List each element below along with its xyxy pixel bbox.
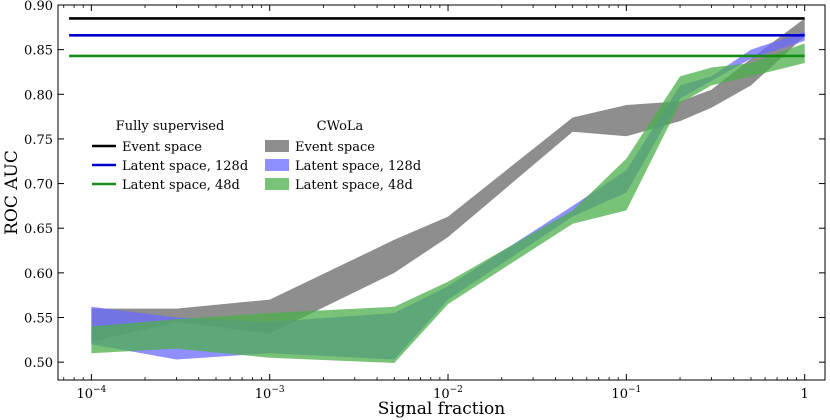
legend: Fully supervised CWoLa Event space Latent… (92, 119, 421, 193)
x-tick-label: 10−4 (76, 385, 106, 402)
y-axis-label: ROC AUC (2, 150, 22, 235)
legend-label: Latent space, 128d (295, 159, 421, 174)
plot-frame (57, 4, 826, 381)
x-tick-label: 10−3 (255, 385, 285, 402)
x-tick-label: 1 (801, 387, 809, 402)
legend-label: Event space (122, 140, 202, 155)
y-tick-label: 0.65 (24, 222, 53, 237)
y-tick-label: 0.75 (24, 133, 53, 148)
supervised-lines (69, 17, 805, 58)
y-tick-label: 0.85 (24, 44, 53, 59)
x-tick-label: 10−1 (611, 385, 641, 402)
y-tick-label: 0.55 (24, 312, 53, 327)
y-tick-label: 0.50 (24, 356, 53, 371)
legend-label: Latent space, 128d (122, 159, 248, 174)
legend-title-cwola: CWoLa (317, 119, 364, 134)
y-tick-label: 0.90 (24, 0, 53, 14)
legend-swatch-latent-space-48d (265, 178, 289, 190)
axis-ticks: 0.50 0.55 0.60 0.65 0.70 0.75 0.80 0.85 0.90 10−4… (24, 0, 825, 402)
band-latent-space-48d (91, 43, 805, 364)
legend-label: Latent space, 48d (122, 178, 240, 193)
y-tick-label: 0.80 (24, 88, 53, 103)
legend-label: Latent space, 48d (295, 178, 413, 193)
legend-label: Event space (295, 140, 375, 155)
band-event-space (91, 18, 805, 342)
y-tick-label: 0.60 (24, 267, 53, 282)
x-axis-label: Signal fraction (378, 399, 505, 419)
legend-swatch-event-space (265, 140, 289, 152)
cwola-bands (91, 18, 805, 364)
x-tick-label: 10−2 (433, 385, 463, 402)
y-tick-label: 0.70 (24, 178, 53, 193)
legend-title-supervised: Fully supervised (116, 119, 225, 134)
legend-swatch-latent-space-128d (265, 159, 289, 171)
